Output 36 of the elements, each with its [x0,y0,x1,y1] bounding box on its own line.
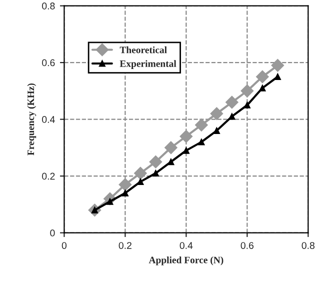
y-axis-title: Frequency (KHz) [27,84,36,156]
y-tick-label: 0.6 [42,59,55,66]
point [168,158,174,166]
point [244,102,250,108]
legend-label: Theoretical [120,46,167,54]
point [259,84,266,92]
point [195,118,208,132]
point [180,130,193,143]
point [118,178,132,191]
point [213,127,220,134]
y-tick-label: 0.2 [42,172,55,180]
y-tick-label: 0 [50,230,55,236]
point [210,107,224,120]
point [228,113,236,120]
legend-label: Experimental [120,60,176,69]
x-tick-label: 0.8 [302,242,314,249]
point [274,73,281,80]
x-tick-label: 0.4 [180,242,193,249]
x-tick-label: 0.2 [118,242,132,249]
point [137,178,144,186]
y-tick-label: 0.8 [42,2,55,10]
x-axis-title: Applied Force (N) [148,256,224,266]
point [240,84,254,98]
point [271,58,284,72]
point [122,190,128,196]
point [256,70,269,84]
point [149,155,162,168]
y-tick-label: 0.4 [42,116,55,123]
x-tick-label: 0.6 [240,242,254,249]
point [134,166,147,180]
point [226,96,238,109]
point [198,138,205,146]
x-tick-label: 0 [62,242,67,249]
point [164,141,178,154]
point [152,170,159,177]
point [182,147,190,154]
